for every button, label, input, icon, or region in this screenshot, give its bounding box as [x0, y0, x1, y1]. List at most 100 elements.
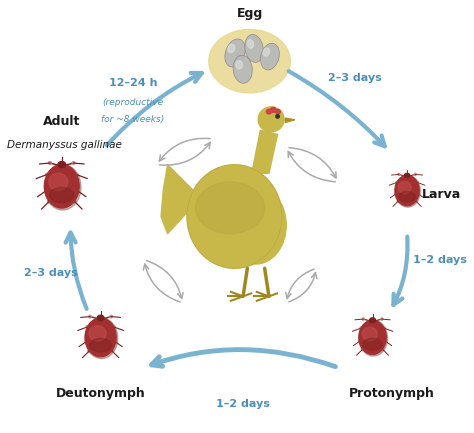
- Ellipse shape: [187, 165, 282, 268]
- Text: 2–3 days: 2–3 days: [24, 268, 78, 278]
- Ellipse shape: [90, 338, 111, 352]
- Ellipse shape: [261, 43, 279, 70]
- Ellipse shape: [404, 173, 410, 178]
- Ellipse shape: [361, 348, 364, 350]
- Ellipse shape: [370, 337, 373, 339]
- Ellipse shape: [398, 181, 411, 194]
- Text: (reproductive: (reproductive: [102, 97, 164, 107]
- Ellipse shape: [406, 182, 408, 184]
- Ellipse shape: [98, 336, 100, 339]
- Ellipse shape: [406, 196, 408, 198]
- Ellipse shape: [362, 327, 377, 341]
- Ellipse shape: [371, 328, 374, 330]
- Ellipse shape: [101, 336, 103, 339]
- Ellipse shape: [373, 321, 374, 323]
- Ellipse shape: [85, 318, 118, 359]
- Ellipse shape: [75, 173, 78, 176]
- Text: Dermanyssus gallinae: Dermanyssus gallinae: [7, 140, 121, 150]
- Ellipse shape: [58, 162, 65, 168]
- Ellipse shape: [45, 189, 48, 192]
- Ellipse shape: [111, 350, 113, 352]
- Ellipse shape: [381, 318, 383, 320]
- Text: Adult: Adult: [43, 115, 81, 128]
- Polygon shape: [161, 165, 193, 234]
- Ellipse shape: [46, 173, 48, 176]
- Ellipse shape: [89, 315, 91, 318]
- Ellipse shape: [395, 193, 397, 195]
- Ellipse shape: [414, 173, 416, 175]
- Ellipse shape: [372, 328, 374, 330]
- Ellipse shape: [395, 175, 419, 206]
- Ellipse shape: [226, 186, 286, 264]
- Text: 2–3 days: 2–3 days: [328, 73, 382, 84]
- Text: 1–2 days: 1–2 days: [216, 399, 270, 409]
- Ellipse shape: [60, 174, 63, 177]
- Ellipse shape: [100, 345, 102, 347]
- Ellipse shape: [61, 194, 64, 197]
- Ellipse shape: [359, 320, 386, 355]
- Ellipse shape: [405, 176, 407, 178]
- Ellipse shape: [247, 40, 254, 48]
- Ellipse shape: [370, 318, 375, 323]
- Ellipse shape: [417, 193, 419, 195]
- Ellipse shape: [86, 326, 89, 328]
- Ellipse shape: [362, 318, 365, 320]
- Ellipse shape: [47, 200, 50, 203]
- Text: Deutonymph: Deutonymph: [56, 387, 146, 400]
- Ellipse shape: [112, 326, 115, 328]
- Ellipse shape: [363, 338, 382, 350]
- Ellipse shape: [360, 327, 362, 330]
- Ellipse shape: [371, 344, 373, 346]
- Polygon shape: [285, 118, 295, 123]
- Ellipse shape: [276, 115, 279, 118]
- Ellipse shape: [85, 340, 88, 343]
- Ellipse shape: [266, 109, 272, 114]
- Ellipse shape: [59, 185, 62, 188]
- Ellipse shape: [89, 326, 106, 341]
- Ellipse shape: [60, 194, 63, 197]
- Ellipse shape: [73, 200, 76, 203]
- Ellipse shape: [372, 344, 374, 346]
- Ellipse shape: [370, 321, 373, 323]
- Ellipse shape: [233, 55, 252, 83]
- Ellipse shape: [395, 175, 420, 207]
- Ellipse shape: [245, 35, 264, 62]
- Ellipse shape: [407, 176, 409, 178]
- Ellipse shape: [209, 29, 291, 93]
- Ellipse shape: [48, 162, 51, 165]
- Text: for ~8 weeks): for ~8 weeks): [101, 115, 164, 124]
- Ellipse shape: [100, 318, 103, 321]
- Ellipse shape: [359, 320, 388, 356]
- Ellipse shape: [45, 165, 79, 208]
- Ellipse shape: [85, 318, 116, 357]
- Ellipse shape: [62, 185, 65, 188]
- Ellipse shape: [405, 190, 407, 192]
- Ellipse shape: [76, 189, 79, 192]
- Ellipse shape: [45, 165, 81, 210]
- Ellipse shape: [97, 315, 104, 321]
- Ellipse shape: [61, 174, 64, 177]
- Ellipse shape: [99, 345, 101, 347]
- Ellipse shape: [383, 339, 386, 342]
- Ellipse shape: [396, 181, 398, 184]
- Ellipse shape: [50, 187, 74, 203]
- Ellipse shape: [383, 327, 385, 330]
- Polygon shape: [252, 130, 278, 173]
- Ellipse shape: [415, 200, 417, 202]
- Ellipse shape: [382, 348, 384, 350]
- Ellipse shape: [100, 327, 102, 330]
- Ellipse shape: [399, 191, 416, 202]
- Ellipse shape: [263, 48, 270, 56]
- Text: Egg: Egg: [237, 7, 263, 20]
- Ellipse shape: [113, 340, 116, 343]
- Ellipse shape: [271, 107, 276, 113]
- Ellipse shape: [416, 181, 419, 184]
- Text: Larva: Larva: [422, 188, 461, 201]
- Ellipse shape: [407, 190, 409, 192]
- Ellipse shape: [62, 165, 64, 168]
- Ellipse shape: [228, 44, 235, 53]
- Ellipse shape: [397, 200, 399, 202]
- Ellipse shape: [196, 182, 264, 234]
- Text: Protonymph: Protonymph: [349, 387, 435, 400]
- Ellipse shape: [59, 165, 62, 168]
